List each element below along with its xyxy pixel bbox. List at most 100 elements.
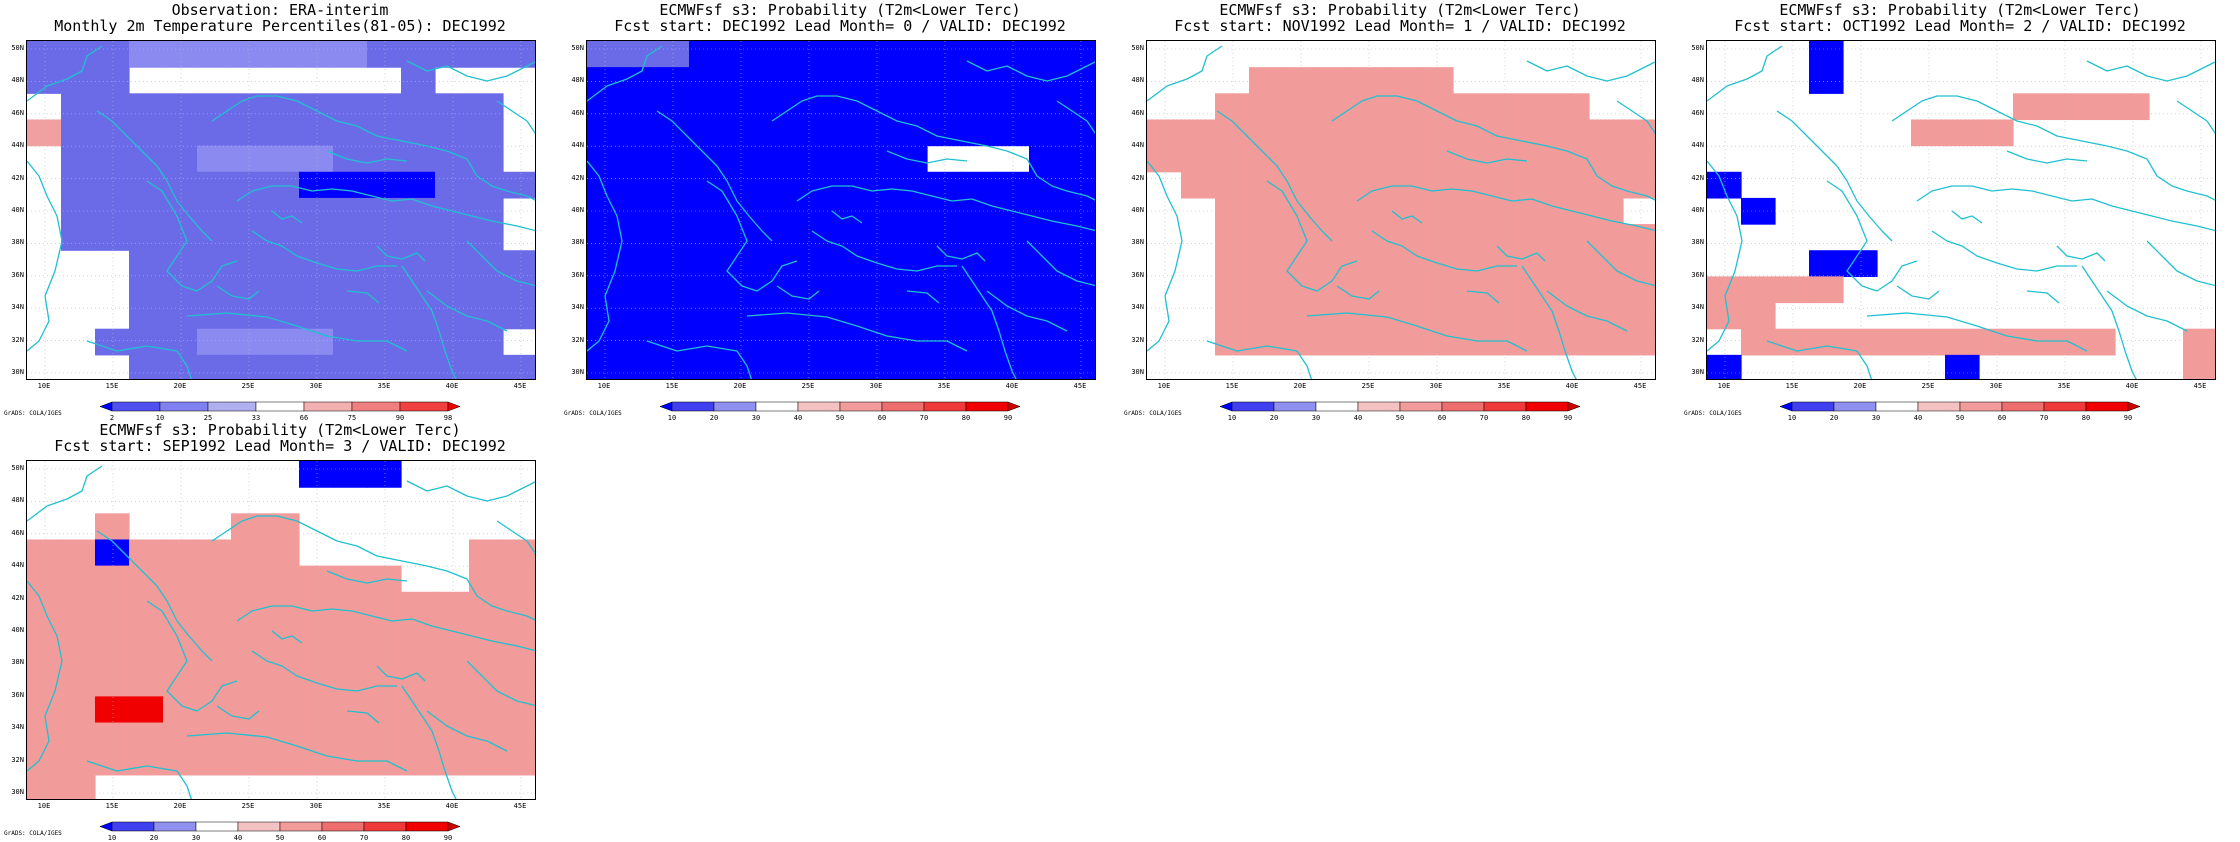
grid-cell bbox=[231, 591, 266, 619]
grid-cell bbox=[163, 748, 198, 776]
colorbar-tick-label: 10 bbox=[1227, 414, 1237, 422]
colorbar-swatch bbox=[1483, 401, 1527, 412]
panel-title-line1: ECMWFsf s3: Probability (T2m<Lower Terc) bbox=[1779, 1, 2141, 19]
colorbar-swatch bbox=[2127, 401, 2141, 412]
grid-cell bbox=[1385, 171, 1420, 199]
grid-cell bbox=[197, 224, 232, 251]
grid-cell bbox=[893, 250, 928, 277]
coastline bbox=[1331, 95, 1588, 160]
grid-cell bbox=[1249, 328, 1284, 356]
panel-title-line2: Fcst start: SEP1992 Lead Month= 3 / VALI… bbox=[54, 437, 506, 455]
grid-cell bbox=[333, 748, 368, 776]
grid-cell bbox=[163, 565, 198, 593]
grid-cell bbox=[1555, 93, 1590, 121]
grid-cell bbox=[2081, 93, 2116, 121]
grid-cell bbox=[129, 171, 164, 199]
grid-cell bbox=[825, 197, 860, 225]
panel-lead-1: ECMWFsf s3: Probability (T2m<Lower Terc)… bbox=[1120, 0, 1680, 422]
grid-cell bbox=[1419, 302, 1454, 330]
grid-cell bbox=[1063, 67, 1095, 94]
grid-cell bbox=[1487, 302, 1522, 330]
grid-cell bbox=[689, 93, 724, 121]
grid-cell bbox=[333, 591, 368, 619]
grid-cell bbox=[197, 197, 232, 225]
lon-tick-label: 45E bbox=[513, 802, 527, 810]
grid-cell bbox=[1215, 197, 1250, 225]
grid-cell bbox=[299, 644, 334, 671]
colorbar-swatch bbox=[881, 401, 925, 412]
coastline bbox=[1026, 158, 1095, 201]
grid-cell bbox=[927, 354, 962, 379]
lon-tick-label: 20E bbox=[173, 802, 187, 810]
grid-cell bbox=[995, 93, 1030, 121]
grid-cell bbox=[333, 302, 368, 330]
coastline bbox=[1356, 185, 1655, 232]
grid-cell bbox=[469, 328, 504, 356]
coastline bbox=[656, 110, 773, 242]
grid-cell bbox=[503, 276, 535, 304]
grid-cell bbox=[163, 539, 198, 567]
lat-tick-label: 44N bbox=[11, 561, 24, 570]
grid-cell bbox=[621, 276, 656, 304]
lat-tick-label: 36N bbox=[571, 270, 584, 279]
grid-cell bbox=[163, 328, 198, 356]
coastline bbox=[1306, 312, 1528, 352]
grid-cell bbox=[1555, 224, 1590, 251]
coastline bbox=[587, 160, 623, 352]
grid-cell bbox=[231, 119, 266, 147]
colorbar-swatch bbox=[1399, 401, 1443, 412]
colorbar-swatch bbox=[447, 401, 461, 412]
grid-cell bbox=[893, 224, 928, 251]
grid-cell bbox=[1707, 302, 1742, 330]
colorbar-swatch bbox=[1791, 401, 1835, 412]
grid-cell bbox=[859, 250, 894, 277]
grid-cell bbox=[1385, 276, 1420, 304]
map-svg bbox=[1707, 41, 2215, 379]
grid-cell bbox=[1283, 145, 1318, 173]
grid-cell bbox=[27, 696, 62, 724]
grid-cell bbox=[299, 328, 334, 356]
grid-cell bbox=[61, 171, 96, 199]
grid-cell bbox=[1063, 119, 1095, 147]
lat-tick-label: 42N bbox=[11, 173, 24, 182]
grid-cell bbox=[435, 171, 470, 199]
colorbar-swatch bbox=[1875, 401, 1919, 412]
grid-cell bbox=[621, 302, 656, 330]
grid-cell bbox=[587, 328, 622, 356]
grid-cell bbox=[995, 224, 1030, 251]
grid-cell bbox=[655, 250, 690, 277]
colorbar-swatch bbox=[2085, 401, 2129, 412]
coastline bbox=[1496, 245, 1546, 262]
grid-cell bbox=[1521, 224, 1556, 251]
grid-cell bbox=[859, 119, 894, 147]
grid-cell bbox=[129, 41, 164, 68]
colorbar-svg bbox=[1779, 401, 2141, 412]
colorbar-swatch bbox=[2001, 401, 2045, 412]
grid-cell bbox=[1385, 145, 1420, 173]
grid-cell bbox=[1351, 250, 1386, 277]
grid-cell bbox=[129, 119, 164, 147]
grid-cell bbox=[401, 644, 436, 671]
lat-tick-label: 50N bbox=[571, 44, 584, 52]
grid-cell bbox=[995, 119, 1030, 147]
grid-cell bbox=[435, 41, 470, 68]
grid-cell bbox=[689, 224, 724, 251]
colorbar-tick-label: 90 bbox=[1563, 414, 1573, 422]
grid-cell bbox=[435, 224, 470, 251]
grid-cell bbox=[197, 41, 232, 68]
colorbar-tick-label: 90 bbox=[2123, 414, 2133, 422]
grid-cell bbox=[95, 513, 130, 541]
grid-cell bbox=[1555, 171, 1590, 199]
grid-cell bbox=[961, 302, 996, 330]
grid-cell bbox=[791, 224, 826, 251]
grid-cell bbox=[2013, 93, 2048, 121]
grid-cell bbox=[859, 171, 894, 199]
colorbar-swatch bbox=[111, 821, 155, 832]
grid-cell bbox=[469, 722, 504, 750]
grid-cell bbox=[231, 644, 266, 671]
coastline bbox=[776, 285, 820, 300]
grads-credit: GrADS: COLA/IGES bbox=[4, 830, 62, 837]
grid-cell bbox=[61, 119, 96, 147]
grid-cell bbox=[197, 748, 232, 776]
grid-cell bbox=[1419, 171, 1454, 199]
